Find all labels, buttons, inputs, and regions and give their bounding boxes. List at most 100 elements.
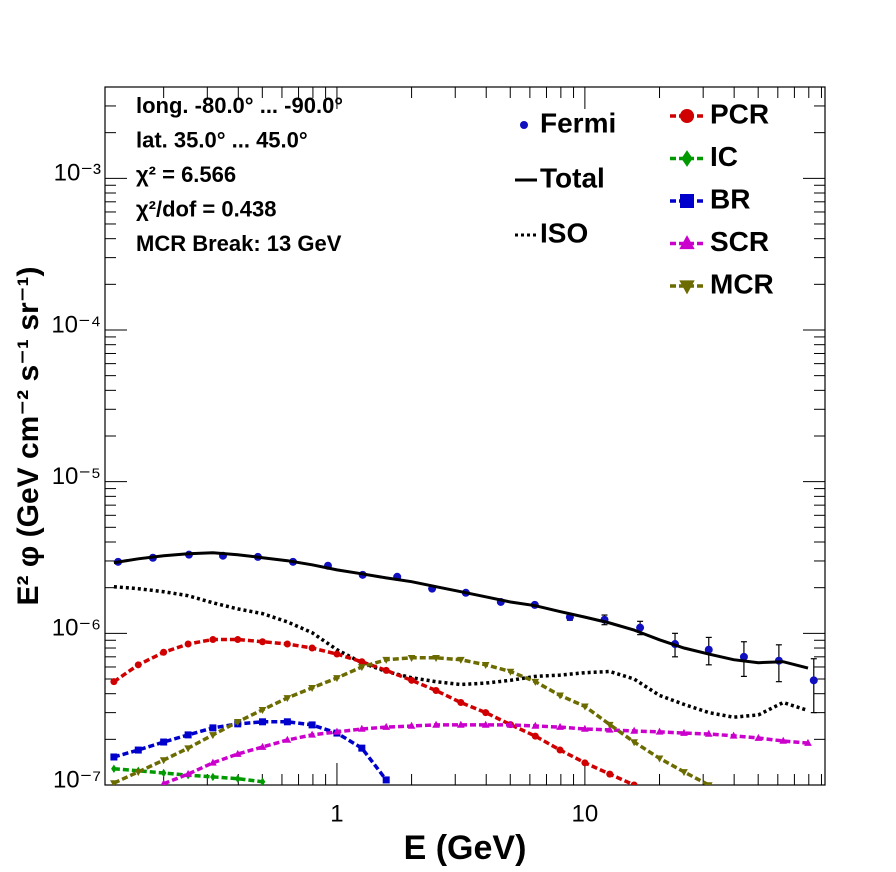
- marker: [209, 636, 217, 644]
- marker: [233, 749, 242, 757]
- marker: [357, 724, 366, 732]
- marker: [655, 755, 664, 763]
- legend-label: ISO: [540, 217, 588, 248]
- marker: [456, 720, 465, 728]
- marker: [308, 685, 316, 693]
- legend-label: PCR: [710, 98, 769, 129]
- marker: [333, 727, 341, 735]
- annotation: MCR Break: 13 GeV: [136, 231, 342, 256]
- marker: [160, 779, 167, 785]
- marker: [134, 661, 142, 669]
- marker: [184, 769, 192, 777]
- marker: [581, 703, 589, 711]
- x-tick-label: 1: [330, 800, 343, 827]
- marker: [581, 724, 589, 732]
- marker: [704, 782, 713, 785]
- marker: [779, 736, 788, 744]
- marker: [456, 656, 465, 664]
- marker: [630, 726, 638, 734]
- marker: [809, 676, 818, 685]
- marker: [184, 745, 192, 753]
- marker: [408, 676, 416, 684]
- marker: [382, 722, 391, 730]
- marker: [556, 746, 564, 754]
- marker: [308, 721, 316, 729]
- marker: [259, 777, 266, 785]
- marker: [259, 718, 267, 726]
- marker: [110, 753, 118, 761]
- marker: [655, 727, 664, 735]
- legend-label: Fermi: [540, 107, 616, 138]
- series-line: [113, 720, 388, 781]
- marker: [556, 692, 564, 700]
- marker: [679, 235, 695, 250]
- marker: [581, 759, 589, 767]
- marker: [110, 780, 118, 785]
- marker: [358, 658, 366, 666]
- marker: [160, 648, 168, 656]
- plot-area: [110, 550, 818, 785]
- marker: [729, 731, 738, 739]
- marker: [308, 730, 316, 738]
- y-tick-label: 10⁻⁷: [53, 766, 101, 793]
- marker: [234, 636, 242, 644]
- y-tick-label: 10⁻⁵: [52, 463, 101, 490]
- marker: [531, 678, 540, 686]
- annotation: χ²/dof = 0.438: [136, 196, 276, 221]
- marker: [333, 675, 341, 683]
- marker: [432, 654, 440, 662]
- marker: [605, 725, 614, 733]
- marker: [680, 194, 694, 208]
- marker: [283, 735, 292, 743]
- plot-frame: [104, 86, 826, 786]
- marker: [382, 776, 390, 784]
- marker: [754, 733, 763, 741]
- marker: [160, 768, 167, 778]
- annotation: long. -80.0° ... -90.0°: [136, 93, 343, 118]
- marker: [605, 721, 614, 729]
- marker: [680, 769, 688, 777]
- legend-label: BR: [710, 183, 750, 214]
- marker: [382, 656, 391, 664]
- marker: [506, 720, 515, 728]
- marker: [134, 746, 142, 754]
- marker: [283, 718, 291, 726]
- marker: [209, 732, 217, 740]
- marker: [283, 640, 291, 648]
- marker: [258, 742, 267, 750]
- marker: [739, 652, 748, 661]
- marker: [407, 721, 416, 729]
- marker: [110, 678, 118, 686]
- marker: [680, 109, 694, 123]
- marker: [209, 758, 217, 766]
- marker: [704, 645, 713, 654]
- marker: [160, 738, 168, 746]
- marker: [258, 707, 267, 715]
- marker: [482, 709, 490, 717]
- series-line: [112, 637, 635, 785]
- y-axis-label: E² φ (GeV cm⁻² s⁻¹ sr⁻¹): [12, 266, 45, 605]
- marker: [358, 744, 366, 752]
- marker: [432, 720, 440, 728]
- marker: [159, 757, 168, 765]
- marker: [184, 640, 192, 648]
- marker: [111, 764, 117, 773]
- marker: [804, 738, 812, 746]
- marker: [407, 654, 416, 662]
- y-tick-label: 10⁻³: [54, 160, 101, 187]
- marker: [134, 769, 143, 777]
- marker: [679, 280, 695, 295]
- marker: [333, 650, 341, 658]
- marker: [630, 781, 638, 785]
- annotation: χ² = 6.566: [136, 162, 236, 187]
- y-tick-label: 10⁻⁴: [51, 311, 101, 338]
- marker: [481, 662, 490, 670]
- marker: [506, 668, 515, 676]
- marker: [308, 644, 316, 652]
- marker: [184, 731, 192, 739]
- marker: [209, 724, 217, 732]
- marker: [681, 150, 693, 167]
- marker: [259, 638, 267, 646]
